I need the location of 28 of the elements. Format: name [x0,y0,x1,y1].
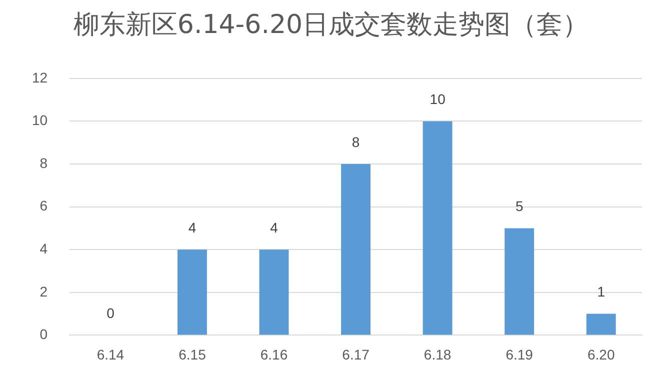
data-label: 10 [430,91,446,108]
data-label: 8 [352,134,360,150]
bar [341,164,371,335]
data-label: 5 [515,198,524,214]
data-label: 4 [188,219,196,236]
y-tick-label: 2 [40,283,48,300]
x-tick-label: 6.18 [424,346,452,362]
x-tick-label: 6.15 [178,346,206,362]
bar [586,314,616,335]
y-tick-label: 10 [32,112,48,128]
chart-title: 柳东新区6.14-6.20日成交套数走势图（套） [72,9,590,42]
bar [178,250,207,335]
y-tick-label: 4 [40,240,48,256]
bar [504,228,534,335]
data-label: 0 [106,305,115,322]
bar [259,250,289,335]
x-tick-label: 6.16 [260,346,288,362]
y-tick-label: 8 [40,154,48,171]
y-tick-label: 12 [32,69,48,86]
x-tick-label: 6.19 [506,346,534,362]
data-label: 1 [597,284,606,300]
x-tick-label: 6.17 [342,346,370,362]
data-label: 4 [270,219,278,236]
y-tick-label: 6 [40,198,48,214]
bar [422,121,452,335]
x-tick-label: 6.14 [96,346,124,362]
x-tick-label: 6.20 [587,346,615,362]
y-tick-label: 0 [40,326,48,342]
